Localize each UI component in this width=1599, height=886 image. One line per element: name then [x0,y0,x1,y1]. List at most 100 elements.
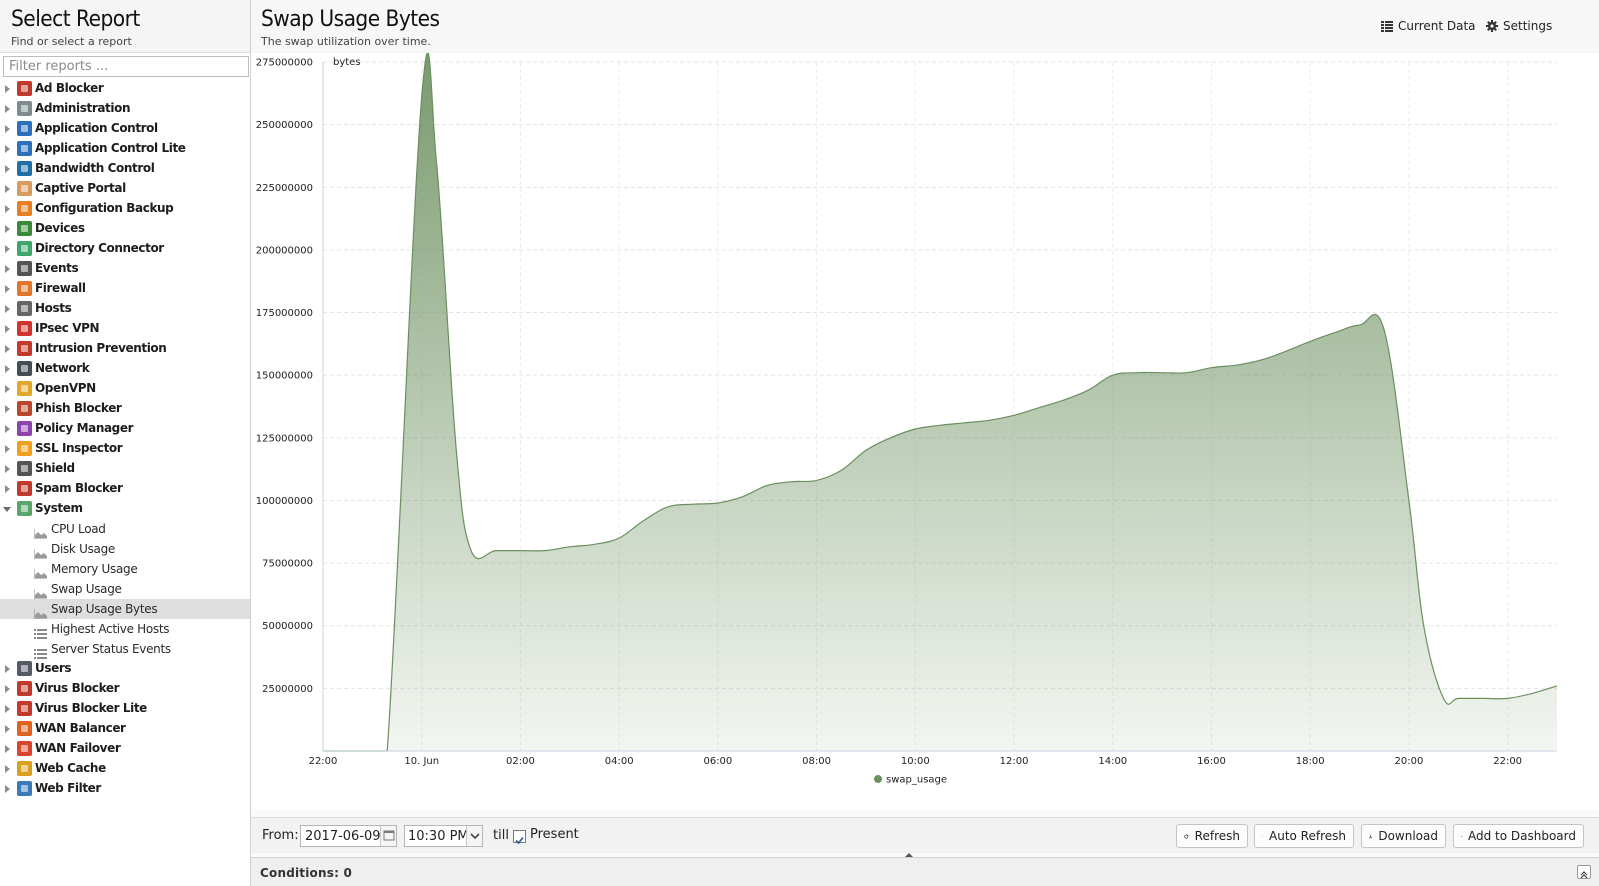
collapsed-arrow-icon[interactable] [5,125,10,133]
virus-blocker-app-icon [17,681,32,696]
tree-item-ad-blocker[interactable]: Ad Blocker [0,79,250,99]
tree-item-administration[interactable]: Administration [0,99,250,119]
tree-item-shield[interactable]: Shield [0,459,250,479]
double-chevron-up-icon[interactable] [1577,865,1591,879]
tree-item-application-control[interactable]: Application Control [0,119,250,139]
download-button[interactable]: Download [1361,824,1446,848]
tree-item-label: Application Control [35,121,158,135]
chevron-down-icon[interactable] [466,826,482,846]
x-tick-label: 10:00 [901,756,930,767]
collapsed-arrow-icon[interactable] [5,465,10,473]
tree-report-memory-usage[interactable]: Memory Usage [0,559,250,580]
collapsed-arrow-icon[interactable] [5,85,10,93]
from-date-field[interactable]: 2017-06-09 [300,825,397,847]
tree-report-cpu-load[interactable]: CPU Load [0,519,250,540]
tree-item-users[interactable]: Users [0,659,250,679]
collapsed-arrow-icon[interactable] [5,765,10,773]
tree-item-virus-blocker-lite[interactable]: Virus Blocker Lite [0,699,250,719]
tree-item-wan-balancer[interactable]: WAN Balancer [0,719,250,739]
auto-refresh-button[interactable]: Auto Refresh [1254,824,1354,848]
collapsed-arrow-icon[interactable] [5,385,10,393]
tree-item-web-cache[interactable]: Web Cache [0,759,250,779]
collapsed-arrow-icon[interactable] [5,285,10,293]
tree-report-label: Disk Usage [51,542,115,556]
tree-item-configuration-backup[interactable]: Configuration Backup [0,199,250,219]
tree-report-disk-usage[interactable]: Disk Usage [0,539,250,560]
y-tick-label: 75000000 [262,559,313,570]
collapsed-arrow-icon[interactable] [5,265,10,273]
tree-report-label: Swap Usage Bytes [51,602,158,616]
from-time-field[interactable]: 10:30 PM [404,825,483,847]
filter-reports-input[interactable] [3,56,249,77]
calendar-icon[interactable] [380,826,396,846]
collapsed-arrow-icon[interactable] [5,485,10,493]
collapsed-arrow-icon[interactable] [5,705,10,713]
tree-item-openvpn[interactable]: OpenVPN [0,379,250,399]
splitter-handle[interactable] [891,853,927,857]
virus-blocker-lite-app-icon [17,701,32,716]
collapsed-arrow-icon[interactable] [5,785,10,793]
collapsed-arrow-icon[interactable] [5,365,10,373]
tree-item-wan-failover[interactable]: WAN Failover [0,739,250,759]
tree-item-policy-manager[interactable]: Policy Manager [0,419,250,439]
tree-report-swap-usage-bytes[interactable]: Swap Usage Bytes [0,599,250,620]
tree-report-highest-active-hosts[interactable]: Highest Active Hosts [0,619,250,639]
x-tick-label: 08:00 [802,756,831,767]
collapsed-arrow-icon[interactable] [5,205,10,213]
tree-item-label: WAN Failover [35,741,121,755]
users-app-icon [17,661,32,676]
collapsed-arrow-icon[interactable] [5,105,10,113]
tree-item-intrusion-prevention[interactable]: Intrusion Prevention [0,339,250,359]
settings-button[interactable]: Settings [1486,19,1552,33]
tree-item-spam-blocker[interactable]: Spam Blocker [0,479,250,499]
tree-item-firewall[interactable]: Firewall [0,279,250,299]
tree-report-server-status-events[interactable]: Server Status Events [0,639,250,659]
tree-item-bandwidth-control[interactable]: Bandwidth Control [0,159,250,179]
tree-item-hosts[interactable]: Hosts [0,299,250,319]
tree-report-swap-usage[interactable]: Swap Usage [0,579,250,600]
swap-usage-line[interactable] [323,53,1558,752]
collapsed-arrow-icon[interactable] [5,305,10,313]
tree-item-system[interactable]: System [0,499,250,519]
gear-icon [1486,20,1498,32]
legend-label[interactable]: swap_usage [886,775,947,786]
add-to-dashboard-button[interactable]: Add to Dashboard [1453,824,1584,848]
collapsed-arrow-icon[interactable] [5,245,10,253]
collapsed-arrow-icon[interactable] [5,145,10,153]
conditions-bar[interactable]: Conditions: 0 [251,857,1599,886]
tree-item-events[interactable]: Events [0,259,250,279]
collapsed-arrow-icon[interactable] [5,685,10,693]
tree-item-virus-blocker[interactable]: Virus Blocker [0,679,250,699]
tree-item-network[interactable]: Network [0,359,250,379]
tree-item-ssl-inspector[interactable]: SSL Inspector [0,439,250,459]
collapsed-arrow-icon[interactable] [5,165,10,173]
collapsed-arrow-icon[interactable] [5,745,10,753]
tree-item-devices[interactable]: Devices [0,219,250,239]
collapsed-arrow-icon[interactable] [5,425,10,433]
present-checkbox[interactable] [513,830,526,845]
collapsed-arrow-icon[interactable] [5,445,10,453]
current-data-button[interactable]: Current Data [1381,19,1476,33]
collapsed-arrow-icon[interactable] [5,225,10,233]
collapsed-arrow-icon[interactable] [5,725,10,733]
tree-item-web-filter[interactable]: Web Filter [0,779,250,799]
collapsed-arrow-icon[interactable] [5,405,10,413]
swap-usage-area[interactable] [323,53,1557,751]
tree-item-captive-portal[interactable]: Captive Portal [0,179,250,199]
tree-item-phish-blocker[interactable]: Phish Blocker [0,399,250,419]
legend-marker[interactable] [874,775,882,783]
devices-app-icon [17,221,32,236]
collapsed-arrow-icon[interactable] [5,345,10,353]
tree-item-ipsec-vpn[interactable]: IPsec VPN [0,319,250,339]
y-tick-label: 125000000 [256,433,313,444]
x-tick-label: 02:00 [506,756,535,767]
refresh-button[interactable]: Refresh [1176,824,1248,848]
collapsed-arrow-icon[interactable] [5,665,10,673]
tree-item-directory-connector[interactable]: Directory Connector [0,239,250,259]
tree-item-application-control-lite[interactable]: Application Control Lite [0,139,250,159]
collapsed-arrow-icon[interactable] [5,185,10,193]
collapsed-arrow-icon[interactable] [5,325,10,333]
expanded-arrow-icon[interactable] [3,507,11,512]
captive-portal-app-icon [17,181,32,196]
area-chart-icon [33,524,47,540]
